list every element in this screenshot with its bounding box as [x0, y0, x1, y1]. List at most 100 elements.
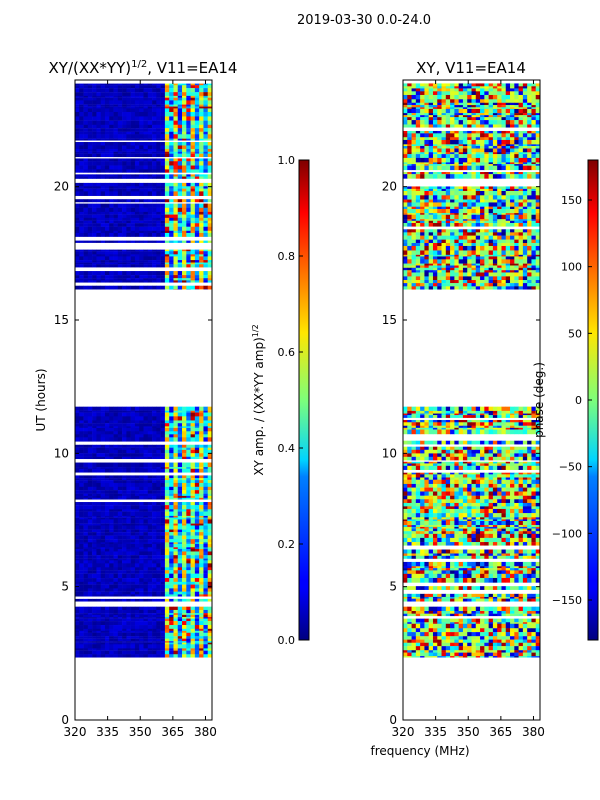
heatmap-cell: [117, 165, 123, 170]
heatmap-cell: [122, 523, 127, 526]
heatmap-cell: [450, 623, 455, 629]
heatmap-cell: [522, 406, 528, 412]
heatmap-cell: [79, 558, 84, 561]
heatmap-cell: [75, 547, 80, 550]
heatmap-cell: [139, 85, 144, 89]
heatmap-cell: [190, 412, 196, 417]
heatmap-cell: [100, 251, 106, 255]
heatmap-cell: [92, 543, 97, 548]
heatmap-cell: [164, 437, 170, 442]
heatmap-cell: [186, 174, 191, 177]
heatmap-cell: [480, 622, 485, 624]
heatmap-cell: [207, 230, 213, 234]
heatmap-cell: [109, 644, 114, 649]
heatmap-cell: [75, 478, 80, 481]
heatmap-cell: [190, 207, 196, 213]
heatmap-cell: [527, 623, 532, 629]
heatmap-cell: [160, 642, 166, 645]
heatmap-cell: [169, 410, 174, 413]
heatmap-cell: [147, 186, 153, 189]
heatmap-cell: [75, 515, 80, 518]
heatmap-cell: [173, 100, 179, 105]
heatmap-cell: [169, 249, 174, 252]
heatmap-cell: [143, 618, 149, 622]
heatmap-cell: [134, 240, 140, 243]
heatmap-cell: [199, 434, 204, 438]
heatmap-cell: [83, 188, 89, 192]
heatmap-cell: [203, 493, 209, 497]
heatmap-cell: [126, 578, 131, 583]
heatmap-cell: [445, 652, 451, 657]
heatmap-cell: [190, 449, 196, 454]
heatmap-cell: [139, 490, 144, 494]
heatmap-cell: [75, 437, 80, 442]
heatmap-cell: [126, 104, 131, 107]
heatmap-cell: [190, 614, 196, 618]
heatmap-cell: [199, 416, 204, 421]
heatmap-cell: [207, 176, 213, 179]
heatmap-cell: [79, 584, 84, 589]
heatmap-cell: [428, 406, 434, 412]
heatmap-cell: [130, 648, 136, 651]
heatmap-cell: [104, 578, 110, 583]
heatmap-cell: [75, 427, 80, 432]
heatmap-cell: [122, 88, 127, 93]
heatmap-cell: [156, 563, 161, 568]
heatmap-cell: [173, 480, 179, 484]
heatmap-cell: [488, 611, 494, 614]
heatmap-cell: [83, 644, 89, 649]
heatmap-cell: [139, 525, 144, 530]
heatmap-cell: [186, 547, 191, 550]
heatmap-cell: [134, 203, 140, 208]
heatmap-cell: [83, 186, 89, 189]
heatmap-cell: [75, 644, 80, 649]
heatmap-cell: [79, 462, 84, 468]
heatmap-cell: [186, 591, 191, 595]
heatmap-cell: [75, 434, 80, 438]
heatmap-cell: [190, 217, 196, 221]
heatmap-cell: [75, 158, 80, 162]
heatmap-cell: [126, 636, 131, 639]
heatmap-cell: [122, 551, 127, 556]
heatmap-cell: [117, 632, 123, 637]
heatmap-cell: [403, 652, 408, 657]
heatmap-cell: [126, 447, 131, 451]
heatmap-cell: [535, 652, 541, 657]
heatmap-cell: [492, 656, 498, 658]
heatmap-cell: [177, 630, 183, 633]
heatmap-cell: [518, 606, 524, 612]
heatmap-cell: [117, 426, 123, 429]
heatmap-cell: [199, 497, 204, 500]
heatmap-cell: [207, 427, 213, 432]
heatmap-cell: [497, 618, 502, 623]
heatmap-cell: [113, 104, 119, 107]
heatmap-cell: [126, 548, 131, 552]
heatmap-cell: [134, 563, 140, 568]
heatmap-cell: [113, 638, 119, 642]
heatmap-cell: [122, 517, 127, 520]
heatmap-cell: [122, 83, 127, 86]
heatmap-cell: [207, 532, 213, 536]
heatmap-cell: [134, 217, 140, 221]
heatmap-cell: [182, 188, 187, 192]
heatmap-cell: [194, 169, 200, 173]
heatmap-cell: [87, 560, 93, 564]
heatmap-cell: [152, 444, 157, 448]
heatmap-cell: [83, 128, 89, 132]
heatmap-cell: [199, 509, 204, 512]
heatmap-cell: [122, 251, 127, 255]
heatmap-cell: [143, 214, 149, 219]
heatmap-cell: [147, 636, 153, 639]
heatmap-cell: [497, 628, 502, 633]
heatmap-cell: [79, 285, 84, 290]
heatmap-cell: [100, 158, 106, 162]
heatmap-cell: [147, 573, 153, 579]
heatmap-cell: [96, 636, 101, 639]
heatmap-cell: [527, 618, 532, 623]
heatmap-cell: [96, 648, 101, 651]
heatmap-cell: [182, 654, 187, 658]
heatmap-cell: [177, 199, 183, 203]
heatmap-cell: [109, 628, 114, 631]
heatmap-cell: [177, 169, 183, 173]
heatmap-cell: [190, 431, 196, 435]
